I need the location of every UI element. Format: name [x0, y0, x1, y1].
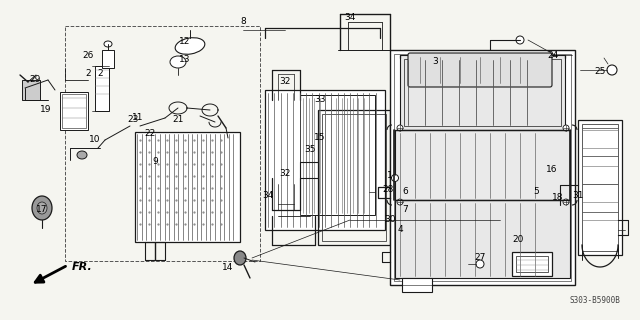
Text: 29: 29: [29, 76, 41, 84]
Bar: [322, 114, 386, 241]
Bar: [22, 80, 40, 100]
Text: 1: 1: [387, 172, 393, 180]
FancyBboxPatch shape: [408, 53, 552, 87]
Text: 18: 18: [552, 194, 564, 203]
Ellipse shape: [37, 202, 47, 214]
Text: 10: 10: [89, 135, 100, 145]
Text: 27: 27: [474, 253, 486, 262]
Text: 34: 34: [344, 13, 356, 22]
Text: 9: 9: [152, 157, 158, 166]
Ellipse shape: [516, 36, 524, 44]
Ellipse shape: [563, 125, 569, 131]
Text: 13: 13: [179, 55, 191, 65]
Ellipse shape: [77, 151, 87, 159]
Text: 6: 6: [402, 188, 408, 196]
Text: 3: 3: [432, 58, 438, 67]
Text: 17: 17: [36, 205, 48, 214]
Text: 2: 2: [85, 69, 91, 78]
Text: 24: 24: [547, 52, 559, 60]
Bar: [402, 278, 432, 292]
Text: 4: 4: [397, 226, 403, 235]
Ellipse shape: [607, 65, 617, 75]
Bar: [512, 252, 552, 276]
Bar: [395, 130, 570, 200]
Text: 30: 30: [384, 215, 396, 225]
Bar: [318, 110, 390, 245]
Ellipse shape: [32, 196, 52, 220]
Ellipse shape: [234, 251, 246, 265]
Text: 15: 15: [314, 133, 326, 142]
Bar: [578, 120, 622, 255]
Ellipse shape: [397, 125, 403, 131]
Bar: [390, 50, 575, 285]
Bar: [300, 95, 375, 215]
Ellipse shape: [170, 56, 186, 68]
Text: 23: 23: [127, 116, 139, 124]
Ellipse shape: [175, 38, 205, 54]
Bar: [60, 92, 88, 130]
Text: 31: 31: [572, 191, 584, 201]
Text: 32: 32: [279, 77, 291, 86]
Text: 33: 33: [314, 95, 326, 105]
Text: 14: 14: [222, 263, 234, 273]
Bar: [400, 55, 565, 130]
Bar: [516, 256, 548, 272]
Bar: [265, 90, 385, 230]
Text: 19: 19: [40, 106, 52, 115]
Bar: [394, 54, 571, 281]
Text: FR.: FR.: [72, 262, 93, 272]
Text: 2: 2: [97, 69, 103, 78]
Ellipse shape: [392, 174, 399, 181]
Bar: [135, 132, 240, 242]
Text: 25: 25: [595, 68, 605, 76]
Ellipse shape: [397, 199, 403, 205]
Ellipse shape: [563, 199, 569, 205]
Text: 12: 12: [179, 37, 191, 46]
Ellipse shape: [104, 41, 112, 47]
Text: S303-B5900B: S303-B5900B: [569, 296, 620, 305]
Text: 8: 8: [240, 18, 246, 27]
Text: 7: 7: [402, 205, 408, 214]
Text: 34: 34: [262, 190, 274, 199]
Bar: [62, 94, 86, 128]
Text: 22: 22: [145, 130, 156, 139]
Bar: [95, 66, 109, 111]
Text: 16: 16: [547, 165, 557, 174]
Bar: [102, 50, 114, 68]
Text: 32: 32: [279, 170, 291, 179]
Text: 5: 5: [533, 188, 539, 196]
Text: 28: 28: [382, 186, 394, 195]
Text: 20: 20: [512, 236, 524, 244]
Bar: [65, 26, 260, 261]
Text: 26: 26: [83, 52, 93, 60]
Text: 35: 35: [304, 146, 316, 155]
Bar: [395, 200, 570, 278]
Ellipse shape: [476, 260, 484, 268]
Bar: [404, 59, 561, 126]
Text: 11: 11: [132, 114, 144, 123]
Text: 21: 21: [172, 116, 184, 124]
Bar: [582, 124, 618, 251]
